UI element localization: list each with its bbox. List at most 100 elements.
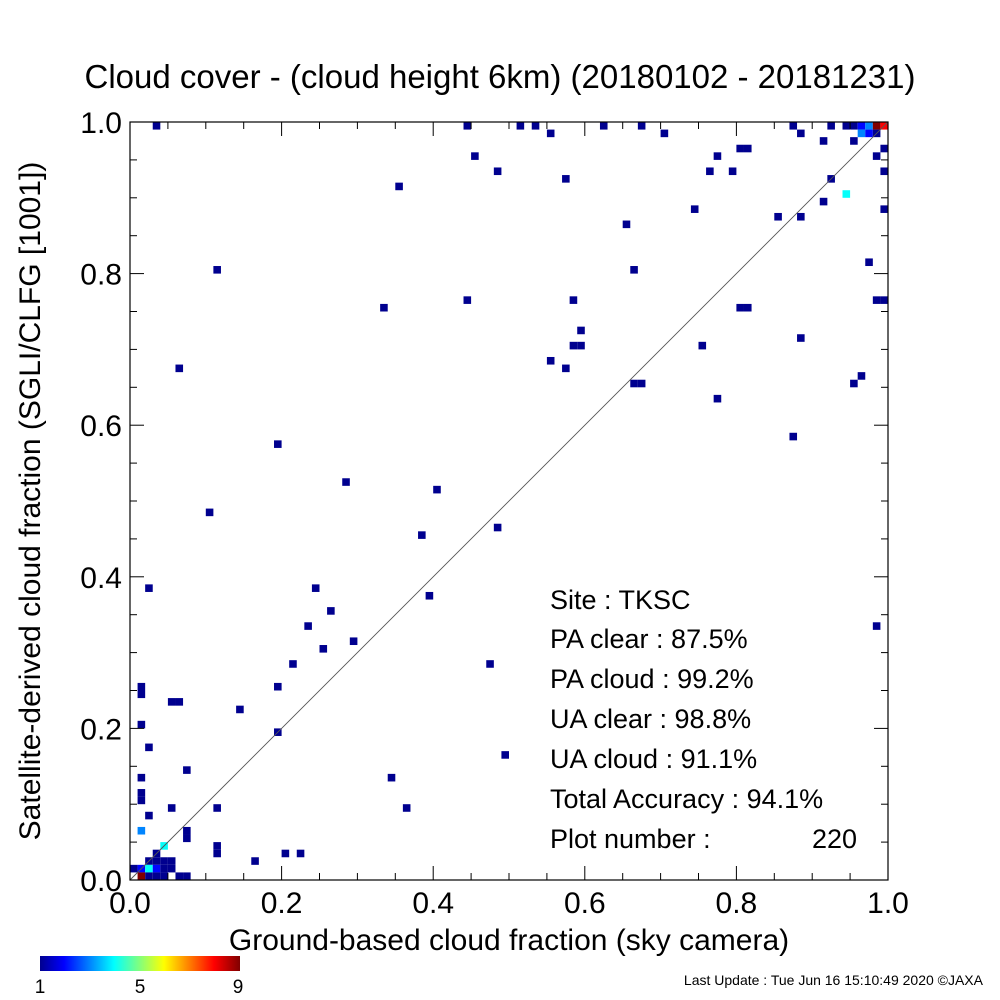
heatmap-cell [167, 698, 176, 706]
heatmap-cell [213, 804, 221, 812]
heatmap-cell [167, 864, 176, 873]
heatmap-cell [880, 167, 888, 176]
colorbar-label-max: 9 [233, 977, 244, 998]
stat-plot-number-label: Plot number : [550, 824, 711, 854]
heatmap-cell [145, 872, 153, 880]
heatmap-cell [637, 122, 646, 130]
stat-ua-clear: UA clear : 98.8% [550, 704, 751, 734]
heatmap-cell [274, 440, 282, 448]
heatmap-cell [630, 379, 638, 388]
colorbar-gradient [40, 956, 240, 971]
heatmap-cell [289, 660, 297, 668]
heatmap-cell [713, 152, 722, 160]
heatmap-cell [857, 372, 866, 380]
x-tick-labels: 0.0 0.2 0.4 0.6 0.8 1.0 [109, 887, 909, 920]
stats-panel: Site : TKSC PA clear : 87.5% PA cloud : … [550, 585, 857, 854]
heatmap-cell [819, 137, 828, 145]
heatmap-cell [167, 857, 176, 865]
y-tick-label: 0.4 [80, 562, 122, 595]
heatmap-cell [160, 872, 168, 880]
heatmap-cell [145, 743, 153, 752]
heatmap-cell [145, 584, 153, 592]
y-tick-labels: 0.0 0.2 0.4 0.6 0.8 1.0 [80, 107, 122, 898]
heatmap-cell [501, 751, 509, 759]
heatmap-cell [342, 478, 350, 486]
y-tick-label: 0.6 [80, 410, 122, 443]
heatmap-cell [145, 864, 153, 873]
x-tick-label: 0.2 [261, 887, 303, 920]
heatmap-cell [349, 637, 358, 646]
colorbar-label-min: 1 [35, 977, 46, 998]
stat-plot-number-value: 220 [812, 824, 857, 854]
heatmap-cell [577, 326, 585, 335]
heatmap-cell [872, 122, 881, 130]
heatmap-cell [865, 129, 873, 138]
heatmap-cell [311, 584, 320, 592]
heatmap-cell [880, 144, 888, 153]
heatmap-cell [743, 303, 752, 312]
heatmap-cell [281, 849, 290, 858]
heatmap-cell [743, 144, 752, 153]
heatmap-cell [175, 698, 184, 706]
heatmap-cell [137, 682, 146, 691]
heatmap-cell [433, 485, 441, 494]
y-tick-label: 1.0 [80, 107, 122, 140]
heatmap-cell [137, 826, 146, 835]
heatmap-cell [425, 591, 434, 600]
heatmap-cell [546, 356, 555, 365]
heatmap-cell [872, 296, 881, 304]
heatmap-cell [183, 872, 191, 880]
heatmap-cell [637, 379, 646, 388]
heatmap-cell [789, 432, 798, 441]
heatmap-cell [872, 152, 881, 160]
x-tick-label: 1.0 [867, 887, 909, 920]
heatmap-cell [213, 849, 221, 858]
heatmap-cell [797, 212, 805, 221]
heatmap-cell [599, 122, 608, 130]
heatmap-cell [842, 190, 851, 198]
heatmap-cell [690, 205, 699, 213]
x-tick-label: 0.4 [412, 887, 454, 920]
heatmap-cell [213, 266, 221, 274]
heatmap-cell [167, 804, 176, 812]
heatmap-cell [546, 129, 555, 138]
heatmap-cell [872, 622, 881, 630]
heatmap-cell [304, 622, 312, 630]
heatmap-cell [493, 523, 502, 532]
heatmap-cell [152, 864, 161, 873]
heatmap-cell [486, 660, 494, 668]
heatmap-cell [463, 122, 472, 130]
stat-total-accuracy: Total Accuracy : 94.1% [550, 784, 823, 814]
heatmap-cell [850, 137, 858, 145]
heatmap-cell [850, 122, 858, 130]
heatmap-cell [152, 857, 161, 865]
heatmap-cell [213, 842, 221, 850]
heatmap-cell [402, 804, 411, 812]
heatmap-cell [706, 167, 714, 176]
heatmap-cell [819, 197, 828, 206]
heatmap-cell [152, 122, 161, 130]
heatmap-cell [183, 766, 191, 774]
heatmap-cell [850, 379, 858, 388]
heatmap-cell [130, 864, 138, 873]
y-tick-label: 0.2 [80, 713, 122, 746]
heatmap-cell [713, 394, 722, 403]
heatmap-cell [137, 720, 146, 729]
heatmap-cell [880, 205, 888, 213]
x-tick-label: 0.8 [716, 887, 758, 920]
stat-ua-cloud: UA cloud : 91.1% [550, 744, 757, 774]
heatmap-cell [880, 296, 888, 304]
heatmap-cell [857, 122, 866, 130]
heatmap-cell [183, 834, 191, 843]
chart-title: Cloud cover - (cloud height 6km) (201801… [85, 58, 916, 95]
heatmap-cell [327, 607, 335, 615]
heatmap-cell [418, 531, 426, 539]
heatmap-cell [175, 872, 184, 880]
heatmap-cell [569, 296, 578, 304]
heatmap-cell [789, 122, 798, 130]
x-axis-label: Ground-based cloud fraction (sky camera) [229, 924, 789, 957]
x-tick-label: 0.6 [564, 887, 606, 920]
heatmap-cell [857, 129, 866, 138]
